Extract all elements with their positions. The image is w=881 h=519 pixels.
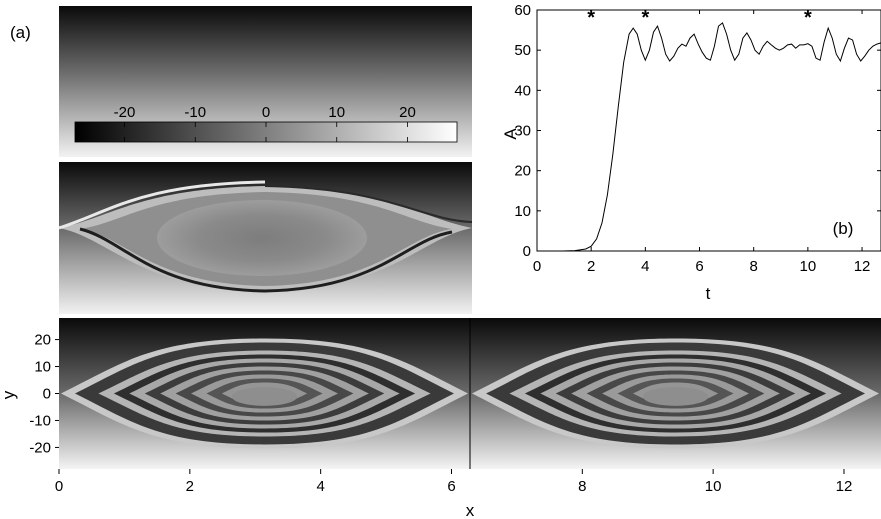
vortex-edge-top xyxy=(59,180,266,230)
y-axis-label-A: A xyxy=(501,128,520,140)
x-tick-label: 4 xyxy=(316,478,324,495)
colorbar-tick-label: 10 xyxy=(328,104,345,121)
colorbar-tick-label: 0 xyxy=(262,104,270,121)
vortex-center xyxy=(642,387,709,406)
series-line-A xyxy=(562,22,881,252)
panel-b-ticks: 0 2 4 6 8 10 12 0 10 20 30 40 50 60 xyxy=(514,2,881,275)
y-tick-label: 30 xyxy=(514,123,531,140)
panel-b: 0 2 4 6 8 10 12 0 10 20 30 40 50 60 * * * t A (b) xyxy=(501,2,881,303)
panel-label-b: (b) xyxy=(833,219,854,238)
x-tick-label: 10 xyxy=(800,258,817,275)
vortex-edge-bottom xyxy=(79,227,453,293)
x-tick-label: 8 xyxy=(750,258,758,275)
colorbar-tick-label: 20 xyxy=(399,104,416,121)
panel-a-middle xyxy=(59,162,472,314)
vortex-left xyxy=(61,338,469,449)
event-marker: * xyxy=(641,7,649,29)
x-tick-label: 2 xyxy=(587,258,595,275)
y-tick-label: -20 xyxy=(29,439,51,456)
x-tick-label: 0 xyxy=(55,478,63,495)
x-tick-label: 12 xyxy=(836,478,853,495)
panel-a-top: -20 -10 0 10 20 xyxy=(59,6,472,157)
event-marker: * xyxy=(804,7,812,29)
x-axis-label-x: x xyxy=(466,501,475,519)
x-axis-label-t: t xyxy=(706,284,711,303)
vortex-center xyxy=(231,387,298,406)
event-marker: * xyxy=(587,7,595,29)
y-tick-label: 60 xyxy=(514,2,531,19)
y-axis-label-y: y xyxy=(0,390,18,399)
y-tick-label: 0 xyxy=(523,243,531,260)
colorbar-tick-label: -10 xyxy=(184,104,206,121)
y-tick-label: 40 xyxy=(514,82,531,99)
vortex-core xyxy=(157,200,367,276)
y-tick-label: 20 xyxy=(514,163,531,180)
panel-c: 0 2 4 6 8 10 12 -20 -10 0 10 20 x y xyxy=(0,318,881,519)
colorbar-ticks: -20 -10 0 10 20 xyxy=(114,104,416,142)
y-tick-label: 50 xyxy=(514,42,531,59)
x-tick-label: 6 xyxy=(695,258,703,275)
panel-c-ticks: 0 2 4 6 8 10 12 -20 -10 0 10 20 xyxy=(29,332,852,495)
y-tick-label: -10 xyxy=(29,412,51,429)
y-tick-label: 10 xyxy=(514,203,531,220)
panel-b-axes xyxy=(536,9,881,252)
y-tick-label: 10 xyxy=(34,359,51,376)
panel-label-a: (a) xyxy=(10,23,31,42)
colorbar-tick-label: -20 xyxy=(114,104,136,121)
x-tick-label: 4 xyxy=(641,258,649,275)
x-tick-label: 10 xyxy=(705,478,722,495)
y-tick-label: 0 xyxy=(43,386,51,403)
vortex-edge-right xyxy=(264,185,472,223)
x-tick-label: 2 xyxy=(186,478,194,495)
y-tick-label: 20 xyxy=(34,332,51,349)
x-tick-label: 8 xyxy=(578,478,586,495)
x-tick-label: 6 xyxy=(447,478,455,495)
x-tick-label: 0 xyxy=(533,258,541,275)
vortex-right xyxy=(472,338,880,449)
panel-b-markers: * * * xyxy=(587,7,812,29)
x-tick-label: 12 xyxy=(854,258,871,275)
